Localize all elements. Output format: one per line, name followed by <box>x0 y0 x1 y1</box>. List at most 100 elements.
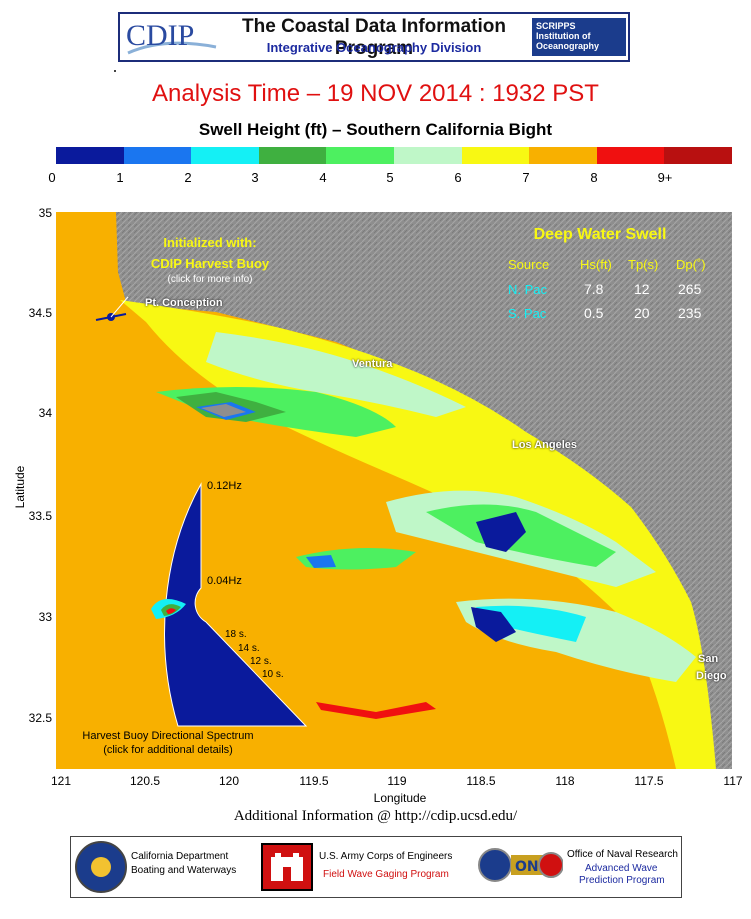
y-tick-33-5: 33.5 <box>28 509 52 523</box>
harvest-buoy-marker[interactable] <box>95 296 129 321</box>
colorbar-bin-3 <box>258 147 327 164</box>
y-tick-34: 34 <box>38 406 52 420</box>
colorbar-bin-7 <box>529 147 597 164</box>
colorbar-tick-1: 1 <box>116 170 124 185</box>
catalina-island-blue <box>476 512 526 552</box>
spectrum-caption[interactable]: Harvest Buoy Directional Spectrum <box>82 730 254 742</box>
x-tick-117-5: 117.5 <box>634 774 664 788</box>
colorbar-bin-4 <box>326 147 394 164</box>
onr-seals-icon: ONR <box>478 848 564 882</box>
swell-row-tp: 20 <box>634 305 650 321</box>
label-pt-conception: Pt. Conception <box>145 297 223 309</box>
swell-header-source: Source <box>508 257 550 272</box>
click-more-info[interactable]: (click for more info) <box>167 274 253 285</box>
usace-line2: Field Wave Gaging Program <box>323 869 449 880</box>
label-san: San <box>698 653 719 665</box>
castle-icon <box>271 853 303 881</box>
x-tick-117: 117 <box>723 774 743 788</box>
cdip-logo-text: CDIP <box>126 19 194 52</box>
colorbar-bin-2 <box>191 147 259 164</box>
colorbar-bin-0 <box>56 147 124 164</box>
speck <box>114 70 116 72</box>
san-nicolas-blue <box>306 555 336 568</box>
swell-row-hs: 7.8 <box>584 281 604 297</box>
y-tick-32-5: 32.5 <box>28 711 52 725</box>
label-los-angeles: Los Angeles <box>512 439 577 451</box>
y-tick-35: 35 <box>38 206 52 220</box>
usace-line1: U.S. Army Corps of Engineers <box>319 851 453 862</box>
x-tick-118: 118 <box>555 774 575 788</box>
colorbar-tick-9: 9+ <box>657 170 673 185</box>
sponsors-footer: California Department Boating and Waterw… <box>70 836 682 898</box>
usace-castle-logo[interactable] <box>261 843 313 891</box>
swell-row-hs: 0.5 <box>584 305 604 321</box>
spectrum-peak-core <box>166 608 176 614</box>
scripps-line-3: Oceanography <box>536 41 600 51</box>
y-tick-34-5: 34.5 <box>28 306 52 320</box>
x-tick-119-5: 119.5 <box>299 774 329 788</box>
red-patch <box>316 702 436 719</box>
scripps-logo: SCRIPPS Institution of Oceanography <box>532 18 626 56</box>
harvest-buoy-link[interactable]: CDIP Harvest Buoy <box>150 256 270 271</box>
swell-header-hs: Hs(ft) <box>580 257 612 272</box>
onr-logo[interactable]: ONR <box>477 847 564 883</box>
colorbar-bin-9 <box>664 147 732 164</box>
directional-spectrum-wedge[interactable] <box>151 482 308 727</box>
colorbar-tick-0: 0 <box>48 170 56 185</box>
spectrum-caption-details[interactable]: (click for additional details) <box>103 744 233 756</box>
cdip-logo: CDIP <box>124 17 220 57</box>
x-tick-121: 121 <box>50 774 72 788</box>
cdbw-seal[interactable] <box>75 841 127 893</box>
swell-height-map[interactable] <box>56 212 732 769</box>
header-title: The Coastal Data Information Program <box>242 16 506 59</box>
spectrum-freq-outer: 0.12Hz <box>207 480 242 492</box>
swell-header-dp: Dp(˚) <box>676 257 706 272</box>
colorbar-tick-4: 4 <box>319 170 327 185</box>
colorbar-tick-6: 6 <box>454 170 462 185</box>
colorbar-bin-8 <box>596 147 665 164</box>
swell-row-tp: 12 <box>634 281 650 297</box>
swell-table-title: Deep Water Swell <box>533 226 667 243</box>
x-tick-120-5: 120.5 <box>129 774 161 788</box>
cdip-header-banner[interactable]: CDIP The Coastal Data Information Progra… <box>118 12 630 62</box>
scripps-line-2: Institution of <box>536 31 591 41</box>
spectrum-period-12: 12 s. <box>250 656 272 667</box>
swell-header-tp: Tp(s) <box>628 257 659 272</box>
spectrum-period-10: 10 s. <box>262 669 284 680</box>
colorbar <box>56 147 732 164</box>
x-tick-119: 119 <box>387 774 407 788</box>
x-tick-118-5: 118.5 <box>466 774 496 788</box>
cdbw-line1: California Department <box>131 851 229 862</box>
spectrum-period-14: 14 s. <box>238 643 260 654</box>
y-tick-33: 33 <box>38 610 52 624</box>
san-clemente-island-blue <box>471 607 516 642</box>
cdbw-line2: Boating and Waterways <box>131 865 237 876</box>
header-subtitle: Integrative Oceanography Division <box>266 40 482 55</box>
initialized-label: Initialized with: <box>163 235 257 250</box>
swell-band-channel <box>206 332 466 417</box>
colorbar-bin-6 <box>461 147 530 164</box>
swell-row-source: S. Pac <box>508 306 547 321</box>
onr-line1: Office of Naval Research <box>567 849 678 860</box>
santa-cruz-island <box>201 404 246 417</box>
cdbw-seal-center <box>91 857 111 877</box>
label-diego: Diego <box>696 670 727 682</box>
land-terrain <box>116 212 732 769</box>
colorbar-tick-5: 5 <box>386 170 394 185</box>
colorbar-bin-1 <box>123 147 192 164</box>
additional-info-link[interactable]: Additional Information @ http://cdip.ucs… <box>233 808 518 824</box>
colorbar-tick-3: 3 <box>251 170 259 185</box>
swell-row-dp: 265 <box>678 281 702 297</box>
onr-line2: Advanced Wave <box>585 863 658 874</box>
map-title: Swell Height (ft) – Southern California … <box>198 120 553 139</box>
colorbar-tick-2: 2 <box>184 170 192 185</box>
label-ventura: Ventura <box>352 358 393 370</box>
swell-row-source: N. Pac <box>508 282 548 297</box>
scripps-line-1: SCRIPPS <box>536 21 576 31</box>
x-axis-label: Longitude <box>373 791 427 805</box>
x-tick-120: 120 <box>218 774 240 788</box>
spectrum-freq-inner: 0.04Hz <box>207 575 242 587</box>
spectrum-period-18: 18 s. <box>225 629 247 640</box>
colorbar-bin-5 <box>393 147 462 164</box>
san-clemente-shadow <box>476 605 586 642</box>
